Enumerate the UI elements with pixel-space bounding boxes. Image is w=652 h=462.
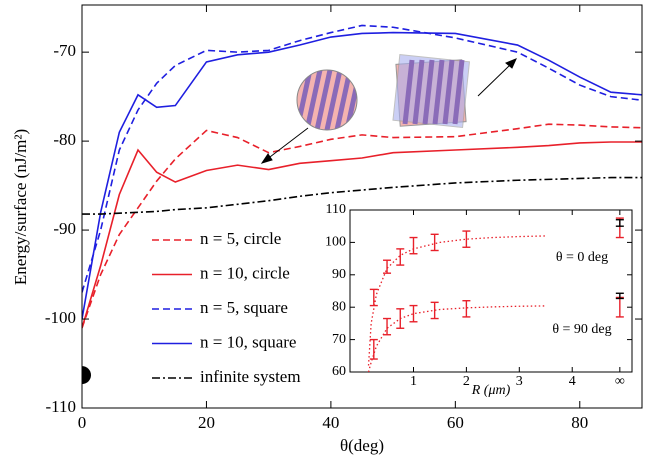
error-bar — [369, 338, 378, 360]
error-bar — [462, 230, 471, 248]
inset-y-tick-label: 110 — [326, 202, 346, 217]
series-line — [82, 141, 642, 329]
legend-label: n = 10, square — [200, 332, 296, 351]
error-bar — [396, 308, 405, 329]
inset-x-tick-label: 3 — [516, 374, 523, 389]
x-tick-label: 60 — [447, 413, 464, 432]
arrows — [260, 58, 517, 164]
x-tick-label: 80 — [571, 413, 588, 432]
error-bar — [383, 317, 392, 336]
inset-x-tick-label: 2 — [463, 374, 470, 389]
inset-y-tick-label: 90 — [332, 267, 346, 282]
marker-point — [82, 366, 91, 385]
x-axis-label: θ(deg) — [340, 436, 384, 455]
legend-label: infinite system — [200, 367, 301, 386]
y-tick-label: -90 — [53, 219, 76, 238]
x-tick-label: 0 — [78, 413, 87, 432]
y-tick-label: -100 — [45, 308, 76, 327]
plot-area — [82, 24, 642, 385]
inset-x-tick-label: ∞ — [615, 374, 625, 389]
error-bar — [615, 219, 624, 227]
annotation: θ = 0 deg — [556, 250, 608, 265]
series-line — [82, 24, 642, 293]
y-tick-label: -70 — [53, 41, 76, 60]
circle-outline — [296, 69, 358, 131]
error-bar — [462, 300, 471, 318]
inset-y-tick-label: 100 — [325, 235, 346, 250]
inset-x-tick-label: 1 — [410, 374, 417, 389]
x-tick-label: 20 — [198, 413, 215, 432]
series-line — [82, 31, 642, 320]
legend-label: n = 10, circle — [200, 263, 290, 282]
error-bar — [396, 248, 405, 266]
y-tick-label: -80 — [53, 130, 76, 149]
error-bar — [409, 304, 418, 323]
error-bar — [430, 233, 439, 252]
error-bar — [383, 259, 392, 274]
square-illustration — [392, 53, 471, 129]
inset-frame — [349, 209, 633, 373]
error-bar — [369, 288, 378, 307]
inset-y-tick-label: 80 — [332, 299, 346, 314]
inset-y-tick-label: 70 — [332, 332, 346, 347]
error-bar — [430, 301, 439, 320]
error-bar — [409, 236, 418, 255]
x-tick-label: 40 — [322, 413, 339, 432]
legend-label: n = 5, square — [200, 298, 288, 317]
series-line — [82, 123, 642, 329]
y-axis-label: Energy/surface (nJ/m²) — [11, 129, 30, 285]
y-tick-label: -110 — [45, 397, 76, 416]
inset-x-tick-label: 4 — [569, 374, 576, 389]
inset: 1 2 3 4 ∞ 60 70 80 90 100 110 θ = 0 deg θ = 90 deg — [325, 202, 633, 389]
inset-x-axis-label: R (μm) — [471, 383, 511, 398]
inset-plot-area — [367, 217, 624, 372]
series-line — [82, 176, 642, 215]
fit-curve — [367, 305, 546, 372]
annotation: θ = 90 deg — [552, 322, 611, 337]
legend-label: n = 5, circle — [200, 229, 281, 248]
frame — [81, 4, 643, 409]
error-bar — [615, 292, 624, 300]
inset-y-tick-label: 60 — [332, 364, 346, 379]
